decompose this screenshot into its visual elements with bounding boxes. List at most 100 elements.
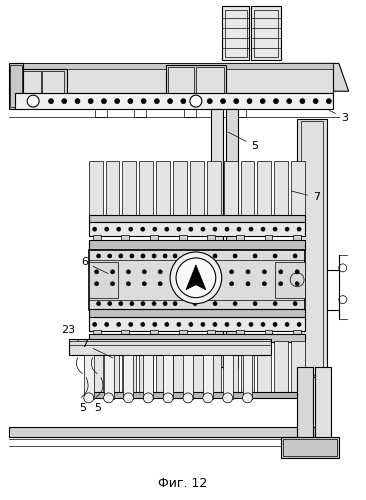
Text: 5: 5 — [228, 132, 258, 151]
Bar — [240, 160, 254, 216]
Circle shape — [158, 282, 162, 286]
Circle shape — [115, 98, 120, 103]
Circle shape — [260, 98, 265, 103]
Circle shape — [225, 322, 229, 326]
Circle shape — [234, 98, 239, 103]
Circle shape — [261, 322, 265, 326]
Circle shape — [49, 98, 53, 103]
Circle shape — [262, 270, 266, 274]
Circle shape — [153, 227, 157, 231]
Circle shape — [119, 254, 123, 258]
Circle shape — [88, 98, 93, 103]
Bar — [297, 119, 327, 377]
Circle shape — [129, 227, 133, 231]
Circle shape — [246, 270, 250, 274]
Bar — [257, 160, 271, 216]
Text: 6: 6 — [81, 257, 108, 274]
Bar — [179, 235, 187, 240]
Circle shape — [165, 227, 169, 231]
Circle shape — [246, 282, 250, 286]
Bar — [254, 10, 278, 58]
Bar — [89, 342, 102, 393]
Circle shape — [297, 322, 301, 326]
Circle shape — [142, 270, 146, 274]
Bar — [42, 72, 64, 93]
Bar — [275, 255, 319, 310]
Bar — [93, 330, 101, 336]
Bar — [104, 355, 113, 399]
Circle shape — [95, 282, 99, 286]
Circle shape — [253, 254, 257, 258]
Bar — [89, 308, 305, 318]
Circle shape — [183, 393, 193, 403]
Bar — [293, 235, 301, 240]
Bar — [123, 160, 137, 216]
Circle shape — [243, 393, 253, 403]
Polygon shape — [279, 64, 349, 91]
Bar — [274, 342, 288, 393]
Circle shape — [142, 282, 146, 286]
Circle shape — [117, 322, 121, 326]
Circle shape — [261, 227, 265, 231]
Bar — [236, 235, 244, 240]
Circle shape — [170, 252, 222, 304]
Circle shape — [237, 227, 241, 231]
Bar — [224, 160, 238, 216]
Circle shape — [273, 322, 277, 326]
Text: 7: 7 — [81, 340, 113, 358]
Bar — [226, 109, 238, 367]
Bar — [173, 160, 187, 216]
Circle shape — [293, 254, 297, 258]
Circle shape — [126, 270, 130, 274]
Circle shape — [297, 227, 301, 231]
Circle shape — [163, 254, 167, 258]
Bar — [207, 342, 221, 393]
Circle shape — [190, 95, 202, 107]
Circle shape — [287, 98, 292, 103]
Bar — [190, 342, 204, 393]
Bar — [106, 160, 119, 216]
Bar — [89, 250, 305, 310]
Circle shape — [130, 254, 134, 258]
Bar — [121, 330, 129, 336]
Circle shape — [213, 322, 217, 326]
Circle shape — [84, 393, 94, 403]
Bar — [106, 342, 119, 393]
Circle shape — [168, 98, 173, 103]
Bar — [123, 342, 137, 393]
Bar — [179, 330, 187, 336]
Bar — [291, 160, 305, 216]
Circle shape — [207, 98, 212, 103]
Bar — [93, 235, 101, 240]
Circle shape — [201, 227, 205, 231]
Circle shape — [313, 98, 318, 103]
Bar — [265, 330, 272, 336]
Bar — [15, 93, 333, 109]
Circle shape — [173, 302, 177, 306]
Circle shape — [163, 393, 173, 403]
Bar — [281, 436, 339, 458]
Bar — [123, 355, 133, 399]
Circle shape — [221, 98, 225, 103]
Bar — [207, 160, 221, 216]
Bar — [89, 240, 305, 250]
Circle shape — [247, 98, 252, 103]
Circle shape — [129, 322, 133, 326]
Circle shape — [97, 254, 101, 258]
Circle shape — [213, 227, 217, 231]
Circle shape — [105, 227, 109, 231]
Circle shape — [141, 302, 145, 306]
Circle shape — [117, 227, 121, 231]
Circle shape — [126, 282, 130, 286]
Circle shape — [123, 393, 133, 403]
Circle shape — [193, 302, 197, 306]
Bar — [89, 216, 305, 223]
Bar — [89, 318, 305, 332]
Circle shape — [213, 254, 217, 258]
Bar — [184, 109, 196, 117]
Bar — [9, 64, 23, 109]
Circle shape — [233, 302, 237, 306]
Circle shape — [153, 322, 157, 326]
Circle shape — [119, 302, 123, 306]
Bar — [275, 262, 305, 298]
